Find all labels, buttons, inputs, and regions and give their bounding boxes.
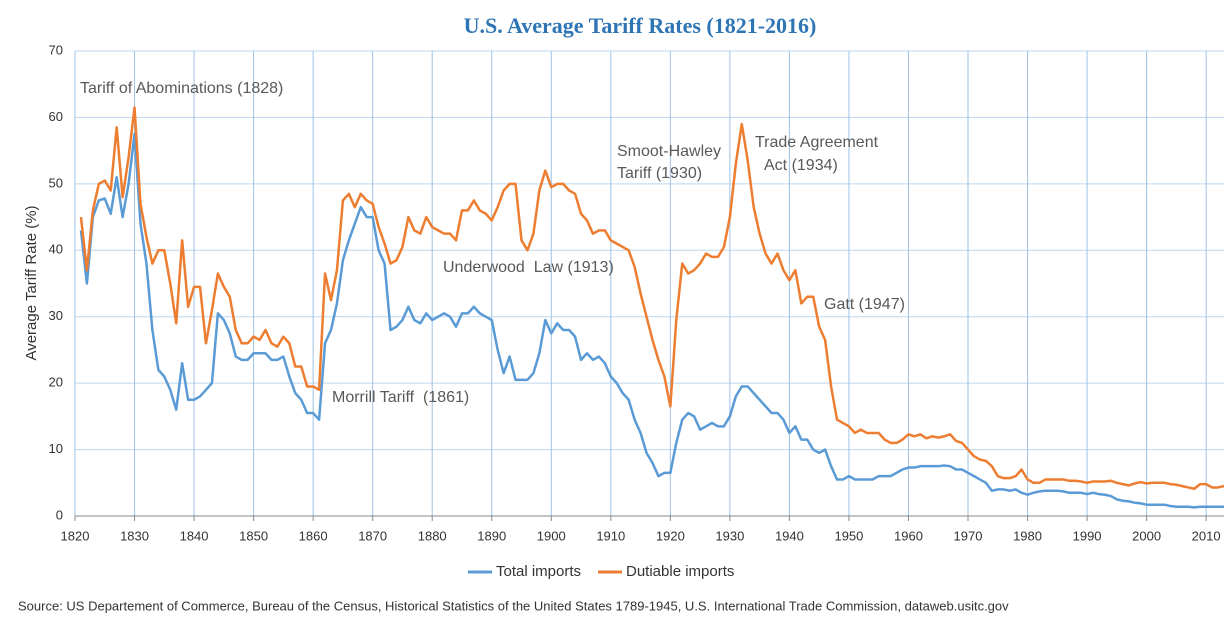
x-tick-label: 2010 — [1192, 528, 1221, 543]
x-tick-label: 1970 — [954, 528, 983, 543]
x-tick-label: 1860 — [299, 528, 328, 543]
y-tick-label: 60 — [49, 109, 63, 124]
x-tick-label: 1980 — [1013, 528, 1042, 543]
annotation: Tariff (1930) — [617, 165, 702, 182]
annotation: Gatt (1947) — [824, 296, 905, 313]
x-tick-label: 1820 — [61, 528, 90, 543]
y-tick-label: 50 — [49, 175, 63, 190]
y-tick-label: 30 — [49, 308, 63, 323]
chart-title: U.S. Average Tariff Rates (1821-2016) — [464, 13, 817, 38]
x-tick-label: 1950 — [834, 528, 863, 543]
annotation: Act (1934) — [764, 157, 838, 174]
y-axis-label: Average Tariff Rate (%) — [23, 205, 40, 360]
x-tick-label: 1990 — [1073, 528, 1102, 543]
x-tick-label: 1840 — [180, 528, 209, 543]
y-tick-label: 70 — [49, 42, 63, 57]
legend-label: Dutiable imports — [626, 563, 734, 580]
annotation: Tariff of Abominations (1828) — [80, 80, 283, 97]
y-tick-label: 0 — [56, 507, 63, 522]
x-tick-label: 1890 — [477, 528, 506, 543]
x-tick-label: 1900 — [537, 528, 566, 543]
x-tick-label: 1910 — [596, 528, 625, 543]
annotation: Morrill Tariff (1861) — [332, 389, 469, 406]
x-tick-label: 1960 — [894, 528, 923, 543]
series-line — [79, 132, 1224, 509]
annotation: Smoot-Hawley — [617, 143, 721, 160]
x-tick-label: 1920 — [656, 528, 685, 543]
x-tick-label: 1830 — [120, 528, 149, 543]
annotation: Trade Agreement — [755, 134, 879, 151]
y-tick-label: 10 — [49, 441, 63, 456]
x-tick-label: 1930 — [715, 528, 744, 543]
x-tick-label: 2000 — [1132, 528, 1161, 543]
legend-label: Total imports — [496, 563, 581, 580]
x-tick-label: 1850 — [239, 528, 268, 543]
source-note: Source: US Departement of Commerce, Bure… — [18, 598, 1009, 613]
x-tick-label: 1940 — [775, 528, 804, 543]
y-tick-label: 20 — [49, 375, 63, 390]
series-line — [79, 106, 1224, 491]
y-tick-label: 40 — [49, 242, 63, 257]
x-tick-label: 1880 — [418, 528, 447, 543]
x-tick-label: 1870 — [358, 528, 387, 543]
annotation: Underwood Law (1913) — [443, 259, 614, 276]
